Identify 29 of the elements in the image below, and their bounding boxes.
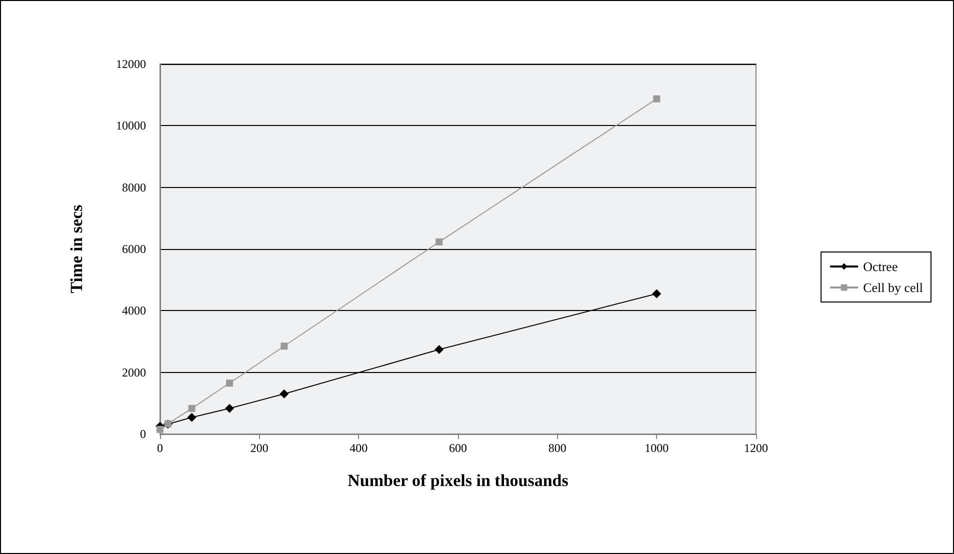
legend-label: Octree bbox=[863, 259, 898, 274]
point bbox=[652, 289, 662, 298]
x-tick-label: 400 bbox=[350, 441, 368, 455]
point bbox=[156, 426, 164, 433]
x-tick-label: 0 bbox=[157, 441, 163, 455]
y-tick-label: 12000 bbox=[116, 57, 146, 71]
legend-label: Cell by cell bbox=[863, 280, 924, 295]
point bbox=[225, 404, 234, 413]
y-tick-label: 2000 bbox=[122, 365, 146, 380]
point bbox=[434, 345, 444, 354]
x-tick-label: 1200 bbox=[744, 441, 768, 455]
point bbox=[226, 380, 234, 387]
x-axis-title: Number of pixels in thousands bbox=[348, 471, 569, 490]
point bbox=[280, 342, 288, 350]
y-tick-label: 0 bbox=[140, 427, 146, 441]
y-tick-label: 8000 bbox=[122, 180, 146, 194]
x-tick-label: 600 bbox=[449, 441, 467, 455]
point bbox=[280, 389, 289, 398]
point bbox=[436, 238, 443, 246]
x-tick-label: 200 bbox=[250, 441, 268, 455]
x-tick-label: 1000 bbox=[644, 441, 669, 455]
point bbox=[188, 404, 196, 412]
x-tick-label: 800 bbox=[548, 441, 566, 455]
y-axis-title: Time in secs bbox=[67, 204, 86, 294]
y-tick-label: 10000 bbox=[116, 118, 146, 133]
point bbox=[653, 95, 660, 102]
y-tick-label: 6000 bbox=[122, 242, 146, 256]
y-tick-label: 4000 bbox=[122, 304, 146, 318]
point bbox=[187, 412, 196, 422]
